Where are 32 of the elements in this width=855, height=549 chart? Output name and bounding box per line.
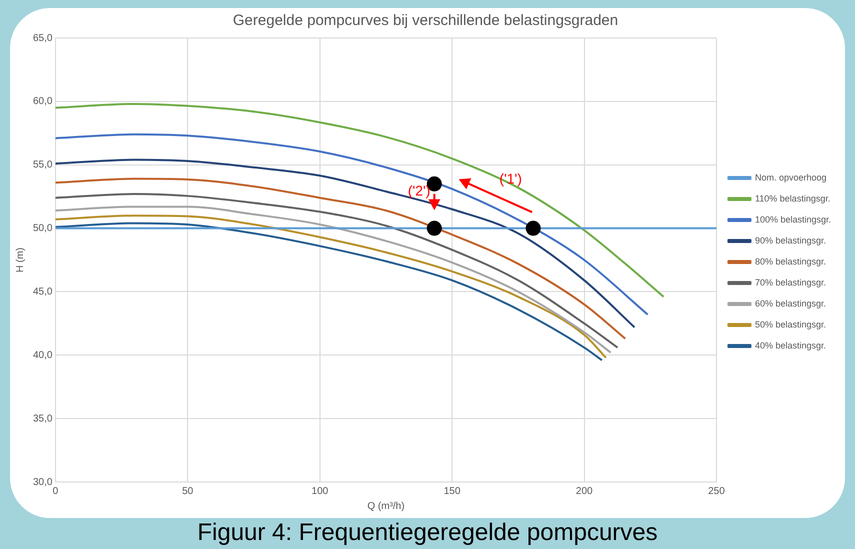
line-series xyxy=(55,133,649,316)
chart-title: Geregelde pompcurves bij verschillende belastingsgraden xyxy=(232,12,618,30)
legend-label: 50% belastingsgr. xyxy=(754,319,826,330)
y-tick-label: 60,0 xyxy=(32,96,53,108)
y-tick-label: 35,0 xyxy=(32,413,53,424)
legend-label: Nom. opvoerhoog xyxy=(754,172,826,182)
y-tick-label: 45,0 xyxy=(32,286,53,298)
x-tick-label: 250 xyxy=(708,486,726,497)
annotation: ('1') xyxy=(499,170,522,187)
x-tick-label: 100 xyxy=(312,486,329,497)
legend-label: 70% belastingsgr. xyxy=(754,277,826,288)
y-tick-label: 50,0 xyxy=(32,223,53,234)
line-series xyxy=(55,158,636,328)
annotation: ('2') xyxy=(408,182,430,199)
x-axis-title: Q (m³/h) xyxy=(367,500,405,512)
x-tick-label: 200 xyxy=(576,486,594,497)
legend-label: 100% belastingsgr. xyxy=(754,214,832,224)
y-tick-label: 40,0 xyxy=(32,350,53,361)
y-axis-title: H (m) xyxy=(14,248,26,272)
legend-label: 80% belastingsgr. xyxy=(754,256,826,266)
legend-label: 90% belastingsgr. xyxy=(754,235,826,246)
x-tick-label: 0 xyxy=(52,486,59,497)
y-tick-label: 65,0 xyxy=(32,32,53,44)
y-tick-label: 55,0 xyxy=(32,160,53,171)
y-tick-label: 30,0 xyxy=(32,476,53,488)
legend-label: 110% belastingsgr. xyxy=(754,193,830,204)
legend-label: 60% belastingsgr. xyxy=(754,298,826,308)
x-tick-label: 150 xyxy=(444,486,461,497)
legend-label: 40% belastingsgr. xyxy=(754,340,826,350)
x-tick-label: 50 xyxy=(182,486,194,497)
line-series xyxy=(55,102,665,298)
text: Figuur 4: Frequentiegeregelde pompcurves xyxy=(196,518,659,548)
